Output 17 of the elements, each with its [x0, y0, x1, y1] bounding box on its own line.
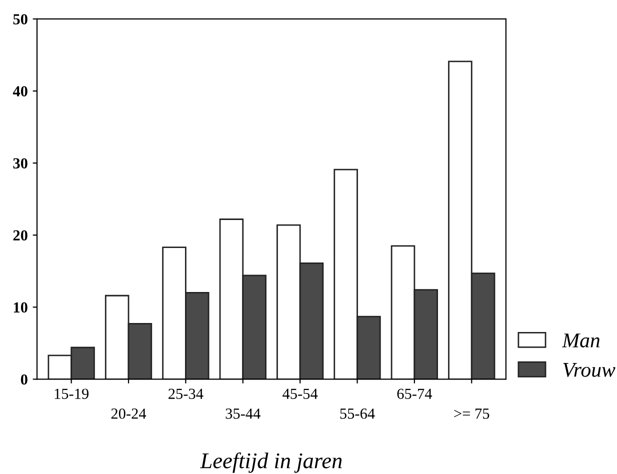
y-tick-label: 40 — [12, 86, 28, 96]
legend-label: Man — [562, 334, 600, 348]
y-tick-label: 50 — [13, 14, 28, 24]
x-tick-label: 35-44 — [226, 408, 260, 419]
x-tick-label: 55-64 — [340, 408, 375, 419]
x-tick-label: 45-54 — [282, 388, 318, 399]
x-tick-label: >= 75 — [454, 408, 490, 419]
x-tick-label: 20-24 — [111, 408, 146, 419]
y-tick-label: 20 — [13, 230, 28, 241]
y-tick-label: 0 — [20, 374, 28, 385]
legend-label: Vrouw — [563, 363, 616, 377]
x-tick-label: 25-34 — [168, 388, 204, 399]
x-axis-title: Leeftijd in jaren — [200, 452, 342, 473]
x-tick-label: 65-74 — [397, 388, 432, 399]
x-tick-label: 15-19 — [54, 388, 89, 399]
y-tick-label: 10 — [14, 302, 28, 313]
y-tick-label: 30 — [13, 158, 28, 169]
